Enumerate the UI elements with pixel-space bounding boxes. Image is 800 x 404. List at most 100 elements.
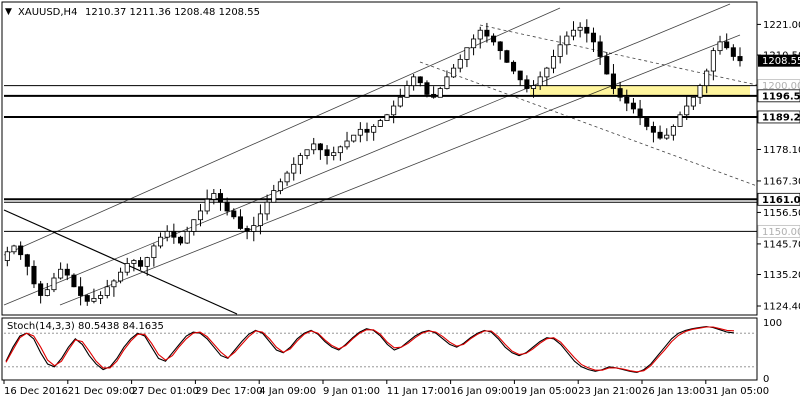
candle	[424, 80, 430, 98]
candle	[657, 125, 663, 140]
downtrend-line	[3, 209, 238, 315]
candle	[18, 241, 24, 260]
x-tick-label: 27 Dec 01:00	[132, 386, 199, 397]
candle	[44, 282, 50, 297]
candle	[337, 145, 343, 161]
candle	[344, 131, 350, 150]
candle	[311, 137, 317, 155]
candle	[284, 170, 290, 186]
candle	[451, 64, 457, 78]
chart-symbol: XAUUSD,H4	[18, 7, 77, 18]
x-tick-label: 16 Jan 09:00	[451, 386, 514, 397]
candle	[351, 134, 357, 143]
candle	[684, 96, 690, 121]
candle	[704, 68, 710, 94]
candle	[191, 219, 197, 236]
x-tick-label: 16 Dec 2016	[4, 386, 68, 397]
stoch-line-1	[5, 326, 735, 373]
candle	[291, 157, 297, 181]
candle	[464, 47, 470, 68]
candle	[584, 19, 590, 43]
candle	[544, 66, 550, 87]
candle	[197, 204, 204, 227]
candle	[331, 146, 337, 161]
candle	[697, 83, 703, 104]
y-tick-label: 1221.00	[763, 20, 800, 31]
candle	[151, 243, 157, 267]
candle	[71, 273, 77, 288]
candle	[444, 70, 450, 90]
level-tag	[757, 89, 800, 103]
x-tick-label: 26 Jan 13:00	[642, 386, 705, 397]
candle	[131, 258, 137, 272]
candle	[91, 288, 97, 304]
candle	[364, 122, 370, 142]
candle	[530, 80, 537, 98]
candle	[211, 189, 217, 205]
candle	[690, 96, 696, 110]
candle	[317, 143, 323, 160]
candle	[64, 263, 70, 281]
main-panel	[1, 1, 758, 316]
candle	[264, 194, 270, 221]
level-tag	[757, 224, 800, 238]
candle	[724, 33, 730, 50]
candle	[597, 35, 603, 65]
y-tick-label: 1124.40	[763, 302, 800, 313]
candle	[251, 216, 257, 242]
descending-channel-upper	[479, 24, 758, 86]
candle	[537, 71, 543, 90]
candle	[138, 256, 144, 270]
y-tick-label: 1178.10	[763, 145, 800, 156]
candle	[224, 197, 230, 216]
candle	[484, 22, 490, 43]
candle	[271, 184, 277, 203]
candle	[78, 277, 84, 306]
candle	[610, 64, 616, 95]
candle	[511, 60, 517, 75]
stoch-y-tick: 100	[763, 318, 782, 329]
channel-mid-line	[3, 3, 731, 306]
candle	[371, 124, 377, 141]
candle	[477, 26, 483, 49]
candle	[164, 225, 170, 242]
candle	[38, 280, 44, 304]
candle	[431, 86, 437, 99]
candle	[637, 99, 643, 126]
candle	[118, 267, 124, 284]
header-arrow-icon: ▼	[5, 7, 12, 17]
level-tag	[757, 110, 800, 124]
stoch-panel	[1, 317, 758, 381]
level-tag-label: 1150.00	[762, 227, 800, 238]
stoch-y-tick: 0	[763, 374, 769, 385]
resistance-zone	[530, 85, 750, 96]
candle	[204, 189, 210, 215]
candle	[177, 235, 184, 246]
candle	[437, 86, 443, 98]
x-tick-label: 4 Jan 09:00	[259, 386, 316, 397]
x-tick-label: 11 Jan 17:00	[387, 386, 450, 397]
candle	[471, 34, 477, 56]
candle	[624, 89, 630, 112]
y-tick-label: 1145.70	[763, 239, 800, 250]
candle	[417, 76, 423, 87]
level-tag	[757, 192, 800, 206]
level-tag-label: 1200.00	[762, 81, 800, 92]
channel-lower-line	[59, 34, 741, 306]
y-tick-label: 1167.30	[763, 176, 800, 187]
candle	[577, 22, 583, 38]
candle	[550, 49, 557, 74]
candle	[644, 117, 650, 131]
x-tick-label: 29 Dec 17:00	[195, 386, 262, 397]
x-tick-label: 19 Jan 05:00	[514, 386, 577, 397]
candle	[710, 47, 716, 81]
candle	[297, 152, 303, 175]
candle	[84, 294, 90, 306]
candle	[257, 204, 263, 235]
candle	[277, 178, 283, 195]
candle	[557, 35, 563, 64]
candle	[324, 145, 330, 165]
candle	[604, 51, 610, 75]
candle	[11, 244, 17, 255]
candle	[664, 128, 670, 140]
